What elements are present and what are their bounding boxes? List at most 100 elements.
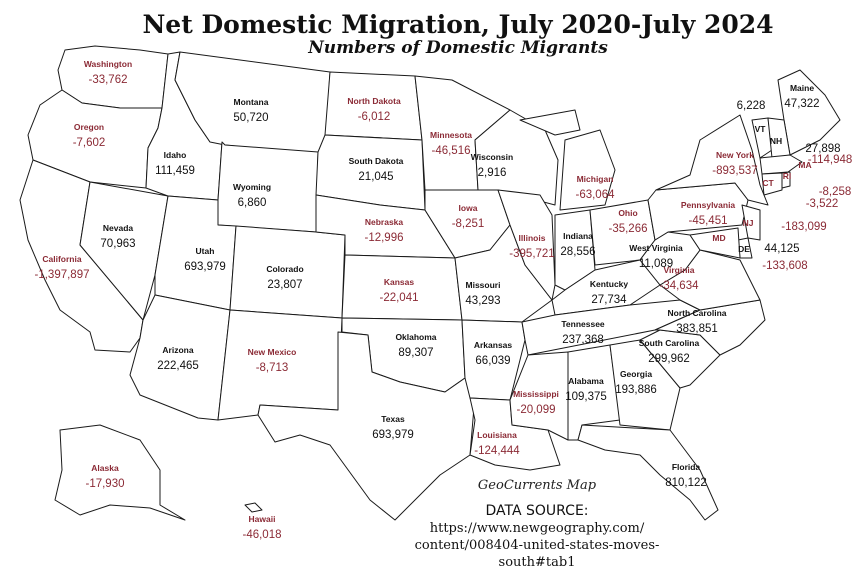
state-value-hi: -46,018 [242,529,281,541]
state-value-mt: 50,720 [233,112,268,124]
state-name-ne: Nebraska [365,217,404,227]
state-value-or: -7,602 [73,137,106,149]
state-shape-nd [324,71,423,141]
state-name-ks: Kansas [384,277,415,287]
state-name-nv: Nevada [103,223,134,233]
state-label-id: Idaho 111,459 [155,150,195,177]
state-label-pa: Pennsylvania -45,451 [681,200,736,227]
state-value-nv: 70,963 [100,238,135,250]
state-name-tn: Tennessee [561,319,605,329]
state-label-ny: New York -893,537 [712,150,757,177]
state-shape-mi-up [519,109,581,136]
source-line-1: https://www.newgeography.com/ [430,521,645,536]
state-label-nv: Nevada 70,963 [100,223,135,250]
state-label-md: MD -133,608 [712,233,807,272]
state-name-nc: North Carolina [667,308,726,318]
state-label-nj: NJ -183,099 [743,218,827,233]
state-value-al: 109,375 [565,391,607,403]
state-value-az: 222,465 [157,360,199,372]
state-name-pa: Pennsylvania [681,200,736,210]
state-name-tx: Texas [381,414,405,424]
state-label-wy: Wyoming 6,860 [233,182,271,209]
state-shape-ak [54,424,186,521]
state-label-ma: MA-114,948 [798,154,852,170]
state-value-ga: 193,886 [615,384,657,396]
state-label-wa: Washington -33,762 [84,59,132,86]
state-label-ms: Mississippi -20,099 [513,389,559,416]
state-label-ia: Iowa -8,251 [452,203,485,230]
state-name-hi: Hawaii [249,514,276,524]
state-label-sc: South Carolina 299,962 [639,338,700,365]
state-name-id: Idaho [164,150,187,160]
state-name-nj: NJ [743,218,754,228]
state-label-sd: South Dakota 21,045 [349,156,404,183]
state-value-mi: -63,064 [575,189,615,201]
state-name-wy: Wyoming [233,182,271,192]
source-line-2: content/008404-united-states-moves- [415,538,660,553]
state-value-ut: 693,979 [184,261,226,273]
state-value-nc: 383,851 [676,323,718,335]
state-value-id: 111,459 [155,165,195,177]
state-value-co: 23,807 [267,279,302,291]
state-value-mn: -46,516 [431,145,470,157]
state-label-ks: Kansas -22,041 [379,277,418,304]
state-shape-wi [474,109,559,206]
map-subtitle: Numbers of Domestic Migrants [307,38,608,58]
state-shape-nv [79,181,169,321]
state-label-me: Maine 47,322 [784,83,819,110]
state-value-fl: 810,122 [665,477,707,489]
state-value-in: 28,556 [560,246,595,258]
state-name-ia: Iowa [459,203,478,213]
state-value-nm: -8,713 [256,362,289,374]
state-name-ct: CT [762,178,774,188]
state-value-vt: 6,228 [737,100,766,112]
state-label-co: Colorado 23,807 [266,264,303,291]
state-value-sd: 21,045 [358,171,393,183]
state-value-nj: -183,099 [781,221,826,233]
state-label-nh: NH 27,898 [770,136,841,155]
state-label-nm: New Mexico -8,713 [248,347,297,374]
state-name-me: Maine [790,83,814,93]
state-name-wa: Washington [84,59,132,69]
state-value-ar: 66,039 [475,355,510,367]
state-shape-fl [577,424,719,521]
state-value-ma: -114,948 [808,154,853,166]
state-label-mn: Minnesota -46,516 [430,130,472,157]
state-name-al: Alabama [568,376,604,386]
state-value-sc: 299,962 [648,353,690,365]
state-name-ca: California [42,254,81,264]
state-shape-hi [244,502,263,513]
state-name-wi: Wisconsin [471,152,513,162]
state-name-mi: Michigan [577,174,614,184]
state-name-mt: Montana [234,97,269,107]
state-label-tx: Texas 693,979 [372,414,414,441]
state-shape-ri [781,171,791,189]
state-value-ct: -8,258 [819,186,852,198]
state-name-sd: South Dakota [349,156,404,166]
state-value-oh: -35,266 [608,223,647,235]
state-labels: Washington -33,762 Oregon -7,602 California -… [35,59,853,541]
state-label-ne: Nebraska -12,996 [364,217,403,244]
state-value-il: -395,721 [509,248,554,260]
state-label-oh: Ohio -35,266 [608,208,647,235]
state-label-or: Oregon -7,602 [73,122,106,149]
state-name-or: Oregon [74,122,104,132]
state-name-nm: New Mexico [248,347,297,357]
state-label-ok: Oklahoma 89,307 [395,332,436,359]
map-credit: GeoCurrents Map [478,478,597,493]
state-label-vt: VT 6,228 [737,100,767,134]
state-value-va: -34,634 [659,280,699,292]
state-label-nc: North Carolina 383,851 [667,308,726,335]
state-value-la: -124,444 [474,445,520,457]
state-value-nd: -6,012 [358,111,391,123]
state-name-wv: West Virginia [629,243,683,253]
state-value-wi: 2,916 [478,167,507,179]
state-name-mn: Minnesota [430,130,472,140]
state-name-ky: Kentucky [590,279,629,289]
state-value-me: 47,322 [784,98,819,110]
state-name-ms: Mississippi [513,389,559,399]
state-value-wv: 11,089 [639,258,673,270]
state-value-nh: 27,898 [805,143,840,155]
state-label-il: Illinois -395,721 [509,233,554,260]
state-label-va: Virginia -34,634 [659,265,699,292]
